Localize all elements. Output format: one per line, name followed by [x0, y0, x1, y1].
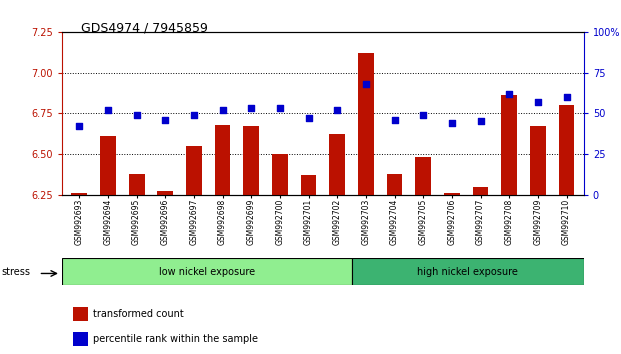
Text: GDS4974 / 7945859: GDS4974 / 7945859 [81, 21, 207, 34]
Bar [473, 187, 489, 195]
Bar [157, 192, 173, 195]
Point [561, 94, 571, 100]
Bar [501, 95, 517, 195]
Point [419, 112, 428, 118]
Point [160, 117, 170, 122]
Point [476, 119, 486, 124]
Text: percentile rank within the sample: percentile rank within the sample [93, 333, 258, 344]
Text: transformed count: transformed count [93, 309, 184, 319]
Bar [73, 332, 88, 346]
Bar [329, 135, 345, 195]
Bar [129, 173, 145, 195]
Point [447, 120, 457, 126]
Bar [73, 307, 88, 321]
Bar [243, 126, 259, 195]
Bar [301, 175, 317, 195]
Bar [387, 173, 402, 195]
Point [332, 107, 342, 113]
Bar [358, 53, 374, 195]
Bar [100, 136, 116, 195]
Text: high nickel exposure: high nickel exposure [417, 267, 519, 277]
Point [75, 124, 84, 129]
Point [132, 112, 142, 118]
Text: low nickel exposure: low nickel exposure [159, 267, 255, 277]
Point [361, 81, 371, 87]
FancyBboxPatch shape [352, 258, 584, 285]
Point [389, 117, 399, 122]
Bar [272, 154, 288, 195]
Point [275, 105, 285, 111]
Bar [530, 126, 546, 195]
Point [504, 91, 514, 97]
Bar [71, 193, 87, 195]
Bar [415, 157, 431, 195]
Bar [559, 105, 574, 195]
Point [189, 112, 199, 118]
Bar [186, 146, 202, 195]
Bar [444, 193, 460, 195]
Bar [215, 125, 230, 195]
Point [217, 107, 227, 113]
Text: stress: stress [2, 267, 31, 276]
Point [103, 107, 113, 113]
Point [304, 115, 314, 121]
FancyBboxPatch shape [62, 258, 352, 285]
Point [533, 99, 543, 105]
Point [247, 105, 256, 111]
